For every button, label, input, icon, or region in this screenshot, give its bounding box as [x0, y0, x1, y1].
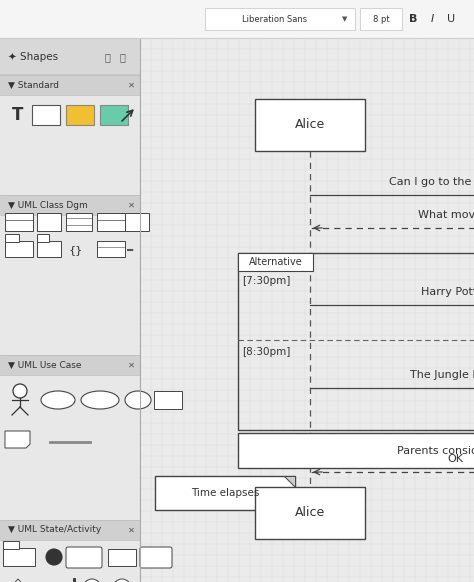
FancyBboxPatch shape — [37, 234, 49, 242]
Text: ✕: ✕ — [128, 201, 135, 210]
Text: 8 pt: 8 pt — [373, 15, 389, 23]
Circle shape — [46, 549, 62, 565]
FancyBboxPatch shape — [66, 547, 102, 568]
FancyBboxPatch shape — [205, 8, 355, 30]
Text: ▼ UML Class Dgm: ▼ UML Class Dgm — [8, 201, 88, 210]
Text: ▼ Standard: ▼ Standard — [8, 80, 59, 90]
FancyBboxPatch shape — [37, 213, 61, 231]
Text: ✦ Shapes: ✦ Shapes — [8, 52, 58, 62]
FancyBboxPatch shape — [0, 38, 140, 582]
FancyBboxPatch shape — [0, 75, 140, 95]
Text: Alice: Alice — [295, 119, 325, 132]
Polygon shape — [5, 431, 30, 448]
Text: OK: OK — [447, 454, 463, 464]
Text: [7:30pm]: [7:30pm] — [242, 276, 291, 286]
Circle shape — [113, 579, 131, 582]
Text: I: I — [430, 14, 434, 24]
Circle shape — [13, 384, 27, 398]
Text: ▼ UML State/Activity: ▼ UML State/Activity — [8, 526, 101, 534]
FancyBboxPatch shape — [255, 99, 365, 151]
FancyBboxPatch shape — [360, 8, 402, 30]
FancyBboxPatch shape — [255, 487, 365, 539]
Text: Alice: Alice — [295, 506, 325, 520]
Text: T: T — [12, 106, 23, 124]
Text: The Jungle Book: The Jungle Book — [410, 370, 474, 380]
Text: Alternative: Alternative — [249, 257, 302, 267]
FancyBboxPatch shape — [0, 355, 140, 375]
FancyBboxPatch shape — [0, 520, 140, 540]
Text: 🔍: 🔍 — [120, 52, 126, 62]
Text: Can I go to the movies?: Can I go to the movies? — [389, 177, 474, 187]
Text: What movie?: What movie? — [419, 210, 474, 220]
Text: U: U — [447, 14, 455, 24]
Ellipse shape — [81, 391, 119, 409]
Text: ▼ UML Use Case: ▼ UML Use Case — [8, 360, 82, 370]
Text: ▼: ▼ — [342, 16, 348, 22]
Polygon shape — [284, 476, 295, 487]
Text: ⬛: ⬛ — [105, 52, 111, 62]
FancyBboxPatch shape — [5, 234, 19, 242]
FancyBboxPatch shape — [3, 541, 19, 549]
Text: ✕: ✕ — [128, 526, 135, 534]
Circle shape — [83, 579, 101, 582]
FancyBboxPatch shape — [140, 547, 172, 568]
FancyBboxPatch shape — [140, 38, 474, 582]
Ellipse shape — [41, 391, 75, 409]
FancyBboxPatch shape — [238, 253, 313, 271]
FancyBboxPatch shape — [238, 433, 474, 468]
Text: Time elapses: Time elapses — [191, 488, 259, 498]
FancyBboxPatch shape — [108, 549, 136, 566]
Text: {}: {} — [69, 245, 83, 255]
FancyBboxPatch shape — [0, 195, 140, 215]
FancyBboxPatch shape — [125, 213, 149, 231]
FancyBboxPatch shape — [0, 38, 140, 74]
FancyBboxPatch shape — [154, 391, 182, 409]
Text: ✕: ✕ — [128, 80, 135, 90]
Text: [8:30pm]: [8:30pm] — [242, 347, 291, 357]
FancyBboxPatch shape — [32, 105, 60, 125]
Polygon shape — [10, 579, 26, 582]
FancyBboxPatch shape — [66, 213, 92, 231]
FancyBboxPatch shape — [155, 476, 295, 510]
FancyBboxPatch shape — [3, 548, 35, 566]
Text: Parents consider: Parents consider — [397, 445, 474, 456]
Text: Liberation Sans: Liberation Sans — [242, 15, 308, 23]
FancyBboxPatch shape — [0, 0, 474, 38]
FancyBboxPatch shape — [97, 213, 125, 231]
FancyBboxPatch shape — [5, 213, 33, 231]
Text: ✕: ✕ — [128, 360, 135, 370]
Text: Harry Potter: Harry Potter — [421, 287, 474, 297]
FancyBboxPatch shape — [5, 241, 33, 257]
FancyBboxPatch shape — [37, 241, 61, 257]
FancyBboxPatch shape — [100, 105, 128, 125]
FancyBboxPatch shape — [66, 105, 94, 125]
Text: B: B — [409, 14, 417, 24]
FancyBboxPatch shape — [97, 241, 125, 257]
Ellipse shape — [125, 391, 151, 409]
